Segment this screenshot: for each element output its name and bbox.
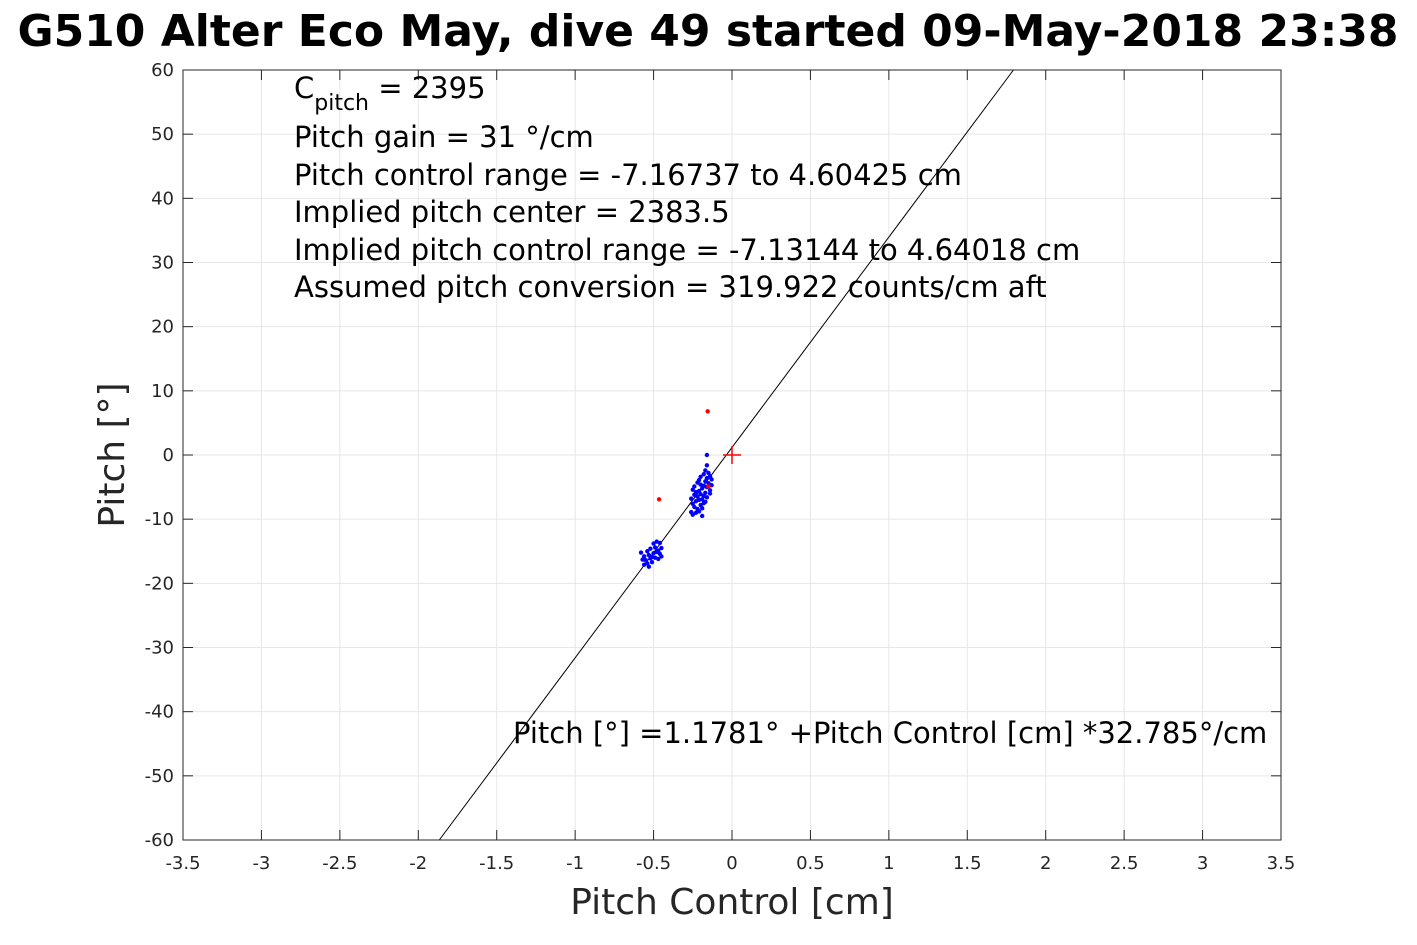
data-point (656, 556, 661, 562)
fit-equation-annotation: Pitch [°] =1.1781° +Pitch Control [cm] *… (513, 716, 1267, 750)
y-tick-label: -60 (145, 830, 174, 851)
x-tick-label: -3 (252, 853, 270, 874)
data-point (646, 564, 652, 569)
center-marker-layer (723, 446, 741, 464)
implied-range-annotation: Implied pitch control range = -7.13144 t… (294, 233, 1080, 267)
data-point (696, 509, 702, 514)
y-tick-labels: 60 50 40 30 20 10 0 -10 -20 -30 -40 -50 -60 (145, 60, 174, 851)
data-point (645, 549, 650, 554)
data-point (657, 540, 663, 546)
y-tick-label: 30 (151, 253, 174, 274)
data-point (703, 499, 708, 505)
y-tick-label: -20 (145, 573, 174, 594)
c-pitch-main: C (294, 71, 314, 105)
x-tick-label: -3.5 (165, 853, 200, 874)
y-tick-label: 40 (151, 188, 174, 209)
data-point (692, 484, 697, 489)
x-tick-label: 1.5 (953, 853, 982, 874)
data-points (638, 409, 714, 569)
data-point (698, 474, 703, 480)
chart-title: G510 Alter Eco May, dive 49 started 09-M… (17, 6, 1398, 57)
data-point (652, 545, 658, 550)
c-pitch-annotation: Cpitch = 2395 (294, 71, 486, 116)
data-point (689, 496, 694, 501)
x-tick-label: 2.5 (1110, 853, 1139, 874)
conversion-annotation: Assumed pitch conversion = 319.922 count… (294, 270, 1047, 304)
axis-ticks (182, 69, 1282, 841)
data-point (659, 545, 664, 551)
data-point (699, 513, 705, 519)
data-point (707, 491, 713, 496)
x-tick-label: 3.5 (1267, 853, 1296, 874)
x-tick-labels: -3.5 -3 -2.5 -2 -1.5 -1 -0.5 0 0.5 1 1.5 2 2.5 3 3.5 (165, 853, 1295, 874)
x-tick-label: 2 (1040, 853, 1051, 874)
data-point (648, 546, 653, 551)
data-point (649, 559, 655, 565)
data-point (704, 452, 710, 458)
y-tick-label: 50 (151, 124, 174, 145)
x-tick-label: 3 (1197, 853, 1208, 874)
implied-center-annotation: Implied pitch center = 2383.5 (294, 195, 730, 229)
x-tick-label: 0.5 (796, 853, 825, 874)
data-point (704, 463, 710, 468)
c-pitch-subscript: pitch (314, 91, 369, 116)
y-tick-label: -50 (145, 766, 174, 787)
data-point (701, 472, 706, 477)
control-range-annotation: Pitch control range = -7.16737 to 4.6042… (294, 158, 962, 192)
x-tick-label: 0 (726, 853, 737, 874)
x-tick-label: 1 (883, 853, 894, 874)
x-tick-label: -2.5 (322, 853, 357, 874)
x-tick-label: -1.5 (479, 853, 514, 874)
data-point (659, 554, 664, 559)
y-tick-label: 20 (151, 317, 174, 338)
x-tick-label: -0.5 (636, 853, 671, 874)
data-point (641, 554, 647, 559)
data-point (707, 488, 713, 493)
x-axis-label: Pitch Control [cm] (570, 882, 894, 923)
data-point (699, 506, 705, 511)
y-tick-label: -40 (145, 702, 174, 723)
data-point (704, 495, 710, 500)
data-point (709, 477, 714, 482)
data-point (656, 497, 662, 502)
y-tick-label: 60 (151, 60, 174, 81)
y-tick-label: -10 (145, 509, 174, 530)
y-tick-label: -30 (145, 638, 174, 659)
x-tick-label: -1 (566, 853, 584, 874)
data-point (703, 468, 708, 473)
data-point (638, 550, 644, 555)
y-tick-label: 10 (151, 381, 174, 402)
data-point (705, 409, 710, 414)
data-point (703, 490, 708, 496)
data-point (706, 484, 711, 489)
pitch-gain-annotation: Pitch gain = 31 °/cm (294, 120, 594, 154)
c-pitch-value: = 2395 (369, 71, 486, 105)
y-tick-label: 0 (163, 445, 174, 466)
x-tick-label: -2 (409, 853, 427, 874)
y-axis-label: Pitch [°] (92, 382, 133, 527)
